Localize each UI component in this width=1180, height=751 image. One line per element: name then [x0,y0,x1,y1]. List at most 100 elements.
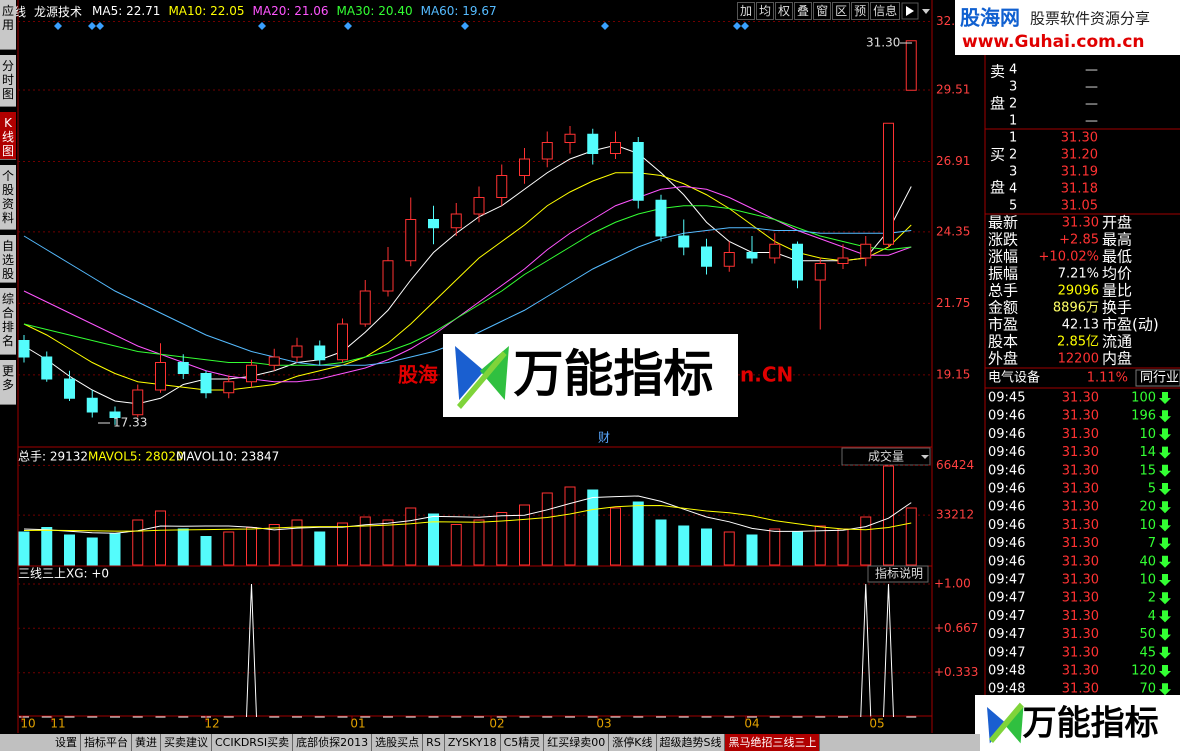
bottom-tab[interactable]: RS [423,734,445,751]
bottom-tab[interactable]: 设置 [52,734,81,751]
toolbar-button[interactable]: 信息 [870,2,901,20]
price: 31.19 [1061,165,1098,180]
stat-label: 市盈(动) [1102,316,1159,334]
trade-volume: 14 [1139,445,1156,460]
down-arrow [1159,683,1171,696]
bottom-tab[interactable]: 黄进 [132,734,161,751]
toolbar-button [901,2,919,20]
toolbar-arrow [906,6,914,16]
bottom-tab[interactable]: 黑马绝招三线三上 [725,734,821,751]
side-tab[interactable]: K线图 [0,112,16,160]
stat-value: 29096 [1058,284,1099,299]
bottom-tab[interactable]: 涨停K线 [609,734,657,751]
toolbar-button[interactable]: 预 [851,2,870,20]
bottom-tab[interactable]: 超级趋势S线 [657,734,726,751]
y-tick-label: 19.15 [936,367,970,381]
level: 5 [1009,199,1017,214]
trade-volume: 45 [1139,645,1156,660]
trade-volume: 2 [1148,591,1156,606]
side-tab[interactable]: 分时图 [0,55,16,107]
logo-icon [457,351,507,409]
volume-bar [610,507,621,566]
bottom-tab[interactable]: 指标平台 [81,734,132,751]
candle-body [337,323,348,361]
toolbar-button[interactable]: 均 [756,2,775,20]
toolbar-button[interactable]: 窗 [813,2,832,20]
event-marker [741,22,749,30]
volume-bar [587,489,599,566]
trade-volume: 100 [1131,391,1156,406]
volume-bar [200,536,212,566]
volume-bar [337,522,348,566]
toolbar-button[interactable]: 区 [832,2,851,20]
down-arrow [1159,537,1171,550]
side-label: 盘 [990,95,1005,113]
logo-icon [989,702,1024,743]
volume-bar [223,531,235,566]
slogan: 股票软件资源分享 [1030,10,1150,28]
bottom-tab[interactable]: ZYSKY18 [445,734,501,751]
indicator-name: 龙源技术 [34,4,83,19]
trade-price: 31.30 [1062,682,1099,697]
y-tick-label: 29.51 [936,82,970,96]
bottom-tab[interactable]: CCIKDRSI买卖 [212,734,294,751]
stat-label: 最新 [988,214,1018,232]
x-tick-label: 02 [489,717,504,731]
low-label: 17.33 [113,416,147,430]
volume-bar [405,507,417,566]
stat-label: 市盈 [988,316,1018,334]
bottom-tab[interactable]: C5精灵 [501,734,545,751]
ma-label: MA5: 22.71 [92,4,161,18]
side-tab[interactable]: 更多 [0,360,16,405]
stat-label: 金额 [988,299,1018,317]
y-tick-label: 66424 [936,458,974,472]
candle-body [701,246,712,267]
trade-volume: 10 [1139,518,1156,533]
mavol-line [23,495,912,534]
toolbar-button[interactable]: 叠 [794,2,813,20]
signal-spike [883,583,894,718]
ma-line [23,172,912,391]
toolbar-button[interactable]: 权 [775,2,794,20]
trade-time: 09:46 [988,463,1025,478]
candle-body [132,389,144,416]
toolbar-button[interactable]: 加 [737,2,756,20]
level: 1 [1009,131,1017,146]
down-arrow [1159,574,1171,586]
brand: 股海网 [960,6,1020,30]
side-label: 卖 [990,63,1005,81]
volume-bar [473,519,485,566]
side-tab[interactable]: 应用 [0,0,16,50]
candle-body [268,356,280,366]
bottom-tab[interactable]: 买卖建议 [161,734,212,751]
bottom-tab[interactable]: 底部侦探2013 [293,734,373,751]
bottom-tab[interactable]: 红买绿卖00 [544,734,610,751]
candle-body [18,340,30,358]
side-tab[interactable]: 自选股 [0,235,16,283]
x-tick-label: 03 [596,717,611,731]
bottom-tab[interactable]: 选股买点 [372,734,424,751]
volume-bar [655,519,667,566]
logo: 万能指标 [514,345,714,403]
volume-bar [837,528,849,566]
volume-bar [314,531,326,566]
price: — [1085,114,1098,129]
down-arrow [1159,610,1171,623]
volume-bar [883,465,894,566]
trade-time: 09:47 [988,591,1025,606]
peer-button[interactable] [1135,369,1180,387]
indicator-button[interactable] [867,565,929,583]
trade-price: 31.30 [1062,664,1099,679]
candle-body [519,158,530,176]
dropdown-arrow [922,9,930,14]
trade-price: 31.30 [1062,591,1099,606]
side-tab[interactable]: 个股资料 [0,165,16,230]
ma-label: MA10: 22.05 [168,4,245,18]
candle-body [41,356,53,380]
volume-bar [723,531,735,566]
down-arrow [1159,592,1171,605]
x-tick-label: 12 [204,717,219,731]
side-tab[interactable]: 综合排名 [0,288,16,355]
selector[interactable] [841,447,931,466]
level: 3 [1009,80,1017,95]
